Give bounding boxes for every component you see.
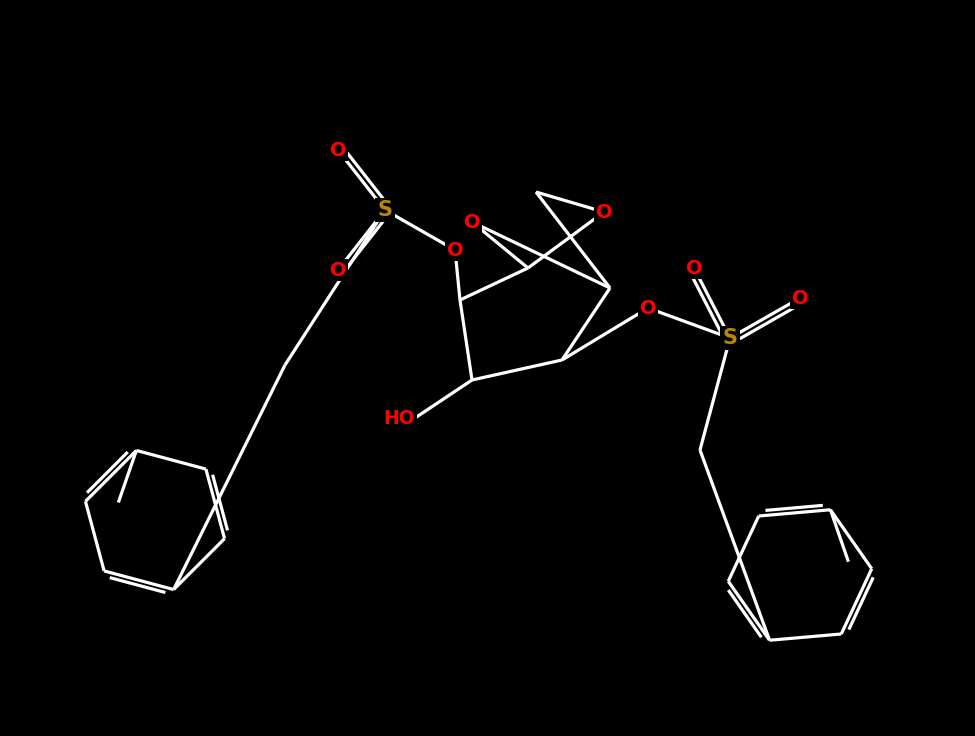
Text: O: O xyxy=(685,258,702,277)
Text: HO: HO xyxy=(383,408,415,428)
Text: O: O xyxy=(596,202,612,222)
Text: S: S xyxy=(377,200,393,220)
Text: O: O xyxy=(792,289,808,308)
Text: O: O xyxy=(330,141,346,160)
Text: O: O xyxy=(464,213,481,232)
Text: O: O xyxy=(447,241,463,260)
Text: O: O xyxy=(640,299,656,317)
Text: O: O xyxy=(330,261,346,280)
Text: S: S xyxy=(722,328,737,348)
